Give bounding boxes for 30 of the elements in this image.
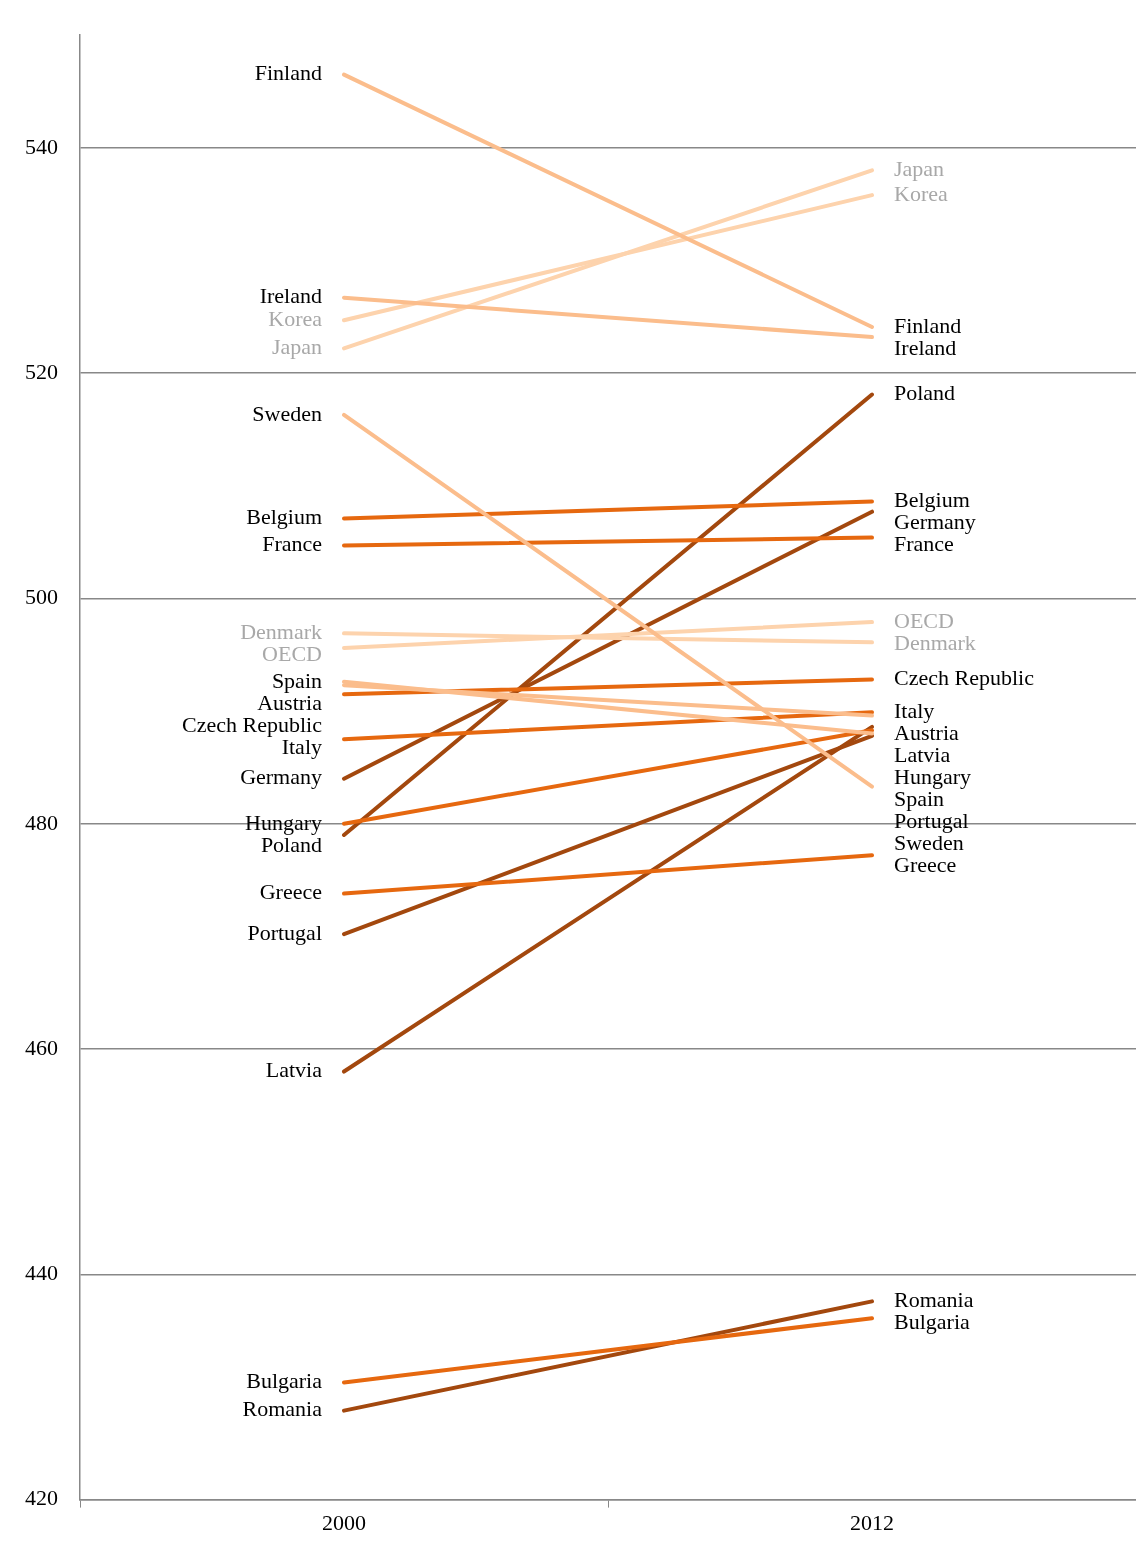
text: Belgium [246,504,322,530]
series-label: Spain [271,667,322,693]
series-label: Japan [271,334,322,360]
series-label: Poland [894,380,956,406]
series-label: Hungary [245,809,322,835]
text: France [894,531,954,557]
text: Japan [894,156,945,182]
y-tick-label: 520 [25,358,58,384]
text: Greece [894,851,957,877]
series-label: Sweden [252,400,322,426]
x-tick-label: 2012 [850,1509,894,1535]
series-label: Germany [240,764,322,790]
series-label: Romania [242,1396,323,1422]
y-tick-label: 420 [25,1485,58,1511]
y-tick-label: 500 [25,584,58,610]
text: Finland [254,60,322,86]
y-tick-label: 460 [25,1034,58,1060]
series-label: Bulgaria [246,1368,323,1394]
y-tick-label: 480 [25,809,58,835]
series-label: France [262,531,322,557]
series-label: Czech Republic [894,665,1035,691]
series-label: Greece [259,879,322,905]
series-label: Italy [894,697,935,723]
series-label: Latvia [265,1057,323,1083]
x-tick-label: 2000 [322,1509,366,1535]
y-tick-label: 440 [25,1260,58,1286]
series-label: Belgium [894,487,970,513]
text: Korea [894,180,948,206]
series-label: Portugal [247,919,322,945]
y-tick-label: 540 [25,133,58,159]
